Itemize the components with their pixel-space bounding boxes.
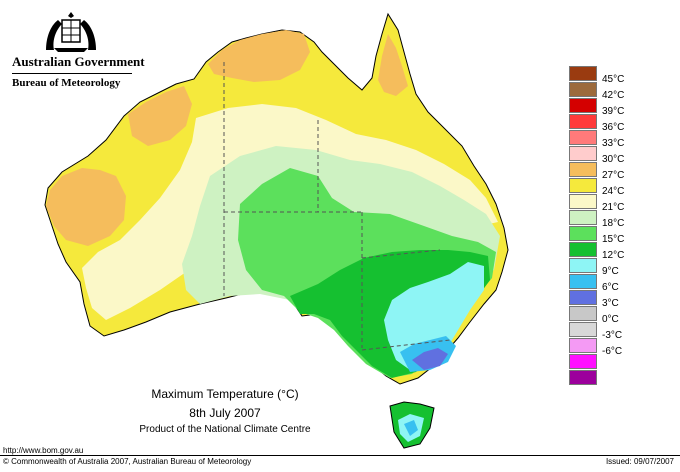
legend-swatch [569,194,597,209]
zone-hot-north [128,86,192,146]
map-producer: Product of the National Climate Centre [139,424,311,435]
legend-swatch [569,354,597,369]
state-borders [223,62,451,351]
legend-swatch [569,130,597,145]
legend-swatch [569,146,597,161]
legend-swatch [569,210,597,225]
map-date: 8th July 2007 [189,406,261,420]
coat-of-arms-icon [46,12,96,52]
map-title: Maximum Temperature (°C) [151,387,299,401]
map-title-block: Maximum Temperature (°C) 8th July 2007 P… [130,386,320,437]
legend-swatch [569,322,597,337]
legend-label: -6°C [602,346,623,357]
legend-swatch [569,114,597,129]
legend-label: -3°C [602,330,623,341]
legend-swatch [569,98,597,113]
zone-hot-capeyork [378,34,408,96]
legend-label: 42°C [602,90,625,101]
legend-label: 21°C [602,202,625,213]
legend-label: 12°C [602,250,625,261]
legend-label: 18°C [602,218,625,229]
legend-swatch [569,66,597,81]
legend-label: 39°C [602,106,625,117]
tasmania-coldest [404,420,418,436]
legend-swatch [569,370,597,385]
legend-swatch [569,338,597,353]
legend-swatch [569,82,597,97]
legend-label: 15°C [602,234,625,245]
legend-label: 9°C [602,266,619,277]
legend-label: 30°C [602,154,625,165]
zone-hot-kimberley [208,30,310,82]
issued-date: Issued: 09/07/2007 [605,457,674,466]
copyright-text: © Commonwealth of Australia 2007, Austra… [3,457,252,466]
legend-label: 3°C [602,298,619,309]
legend-swatch [569,226,597,241]
legend-label: 6°C [602,282,619,293]
legend-swatch [569,242,597,257]
government-logo: Australian Government Bureau of Meteorol… [12,10,145,89]
legend-swatch [569,274,597,289]
legend-swatch [569,290,597,305]
legend-label: 0°C [602,314,619,325]
legend-label: 36°C [602,122,625,133]
government-name: Australian Government [12,54,145,69]
legend-swatch [569,178,597,193]
website-url[interactable]: http://www.bom.gov.au [3,446,84,455]
footer-divider [0,455,680,456]
legend-swatch [569,258,597,273]
bureau-name: Bureau of Meteorology [12,73,132,89]
legend-swatch [569,162,597,177]
legend-label: 33°C [602,138,625,149]
legend-label: 24°C [602,186,625,197]
zone-colder [384,262,484,370]
zone-alpine [412,348,448,370]
legend-swatch [569,306,597,321]
zone-hot-west [46,168,126,246]
legend-label: 45°C [602,74,625,85]
legend-label: 27°C [602,170,625,181]
